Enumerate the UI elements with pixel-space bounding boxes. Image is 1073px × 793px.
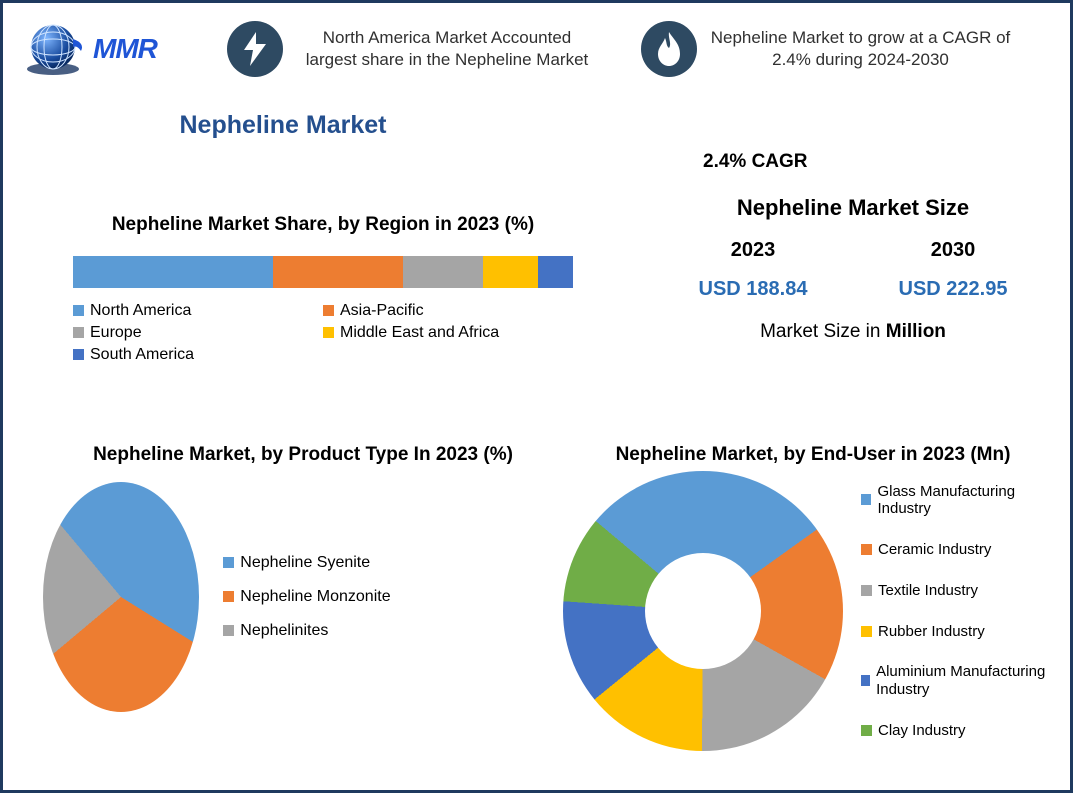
region-segment: [483, 256, 538, 288]
size-col-2030: 2030 USD 222.95: [857, 239, 1049, 301]
size-col-2023: 2023 USD 188.84: [657, 239, 849, 301]
size-value-0: USD 188.84: [657, 278, 849, 301]
region-segment: [403, 256, 483, 288]
legend-item: Rubber Industry: [861, 611, 1063, 652]
cagr-label: 2.4% CAGR: [703, 151, 808, 173]
logo-text: MMR: [93, 33, 157, 65]
region-chart: Nepheline Market Share, by Region in 202…: [63, 213, 583, 366]
legend-item: Textile Industry: [861, 570, 1063, 611]
flame-icon: [641, 21, 697, 77]
size-unit-prefix: Market Size in: [760, 321, 886, 342]
enduser-donut-legend: Glass Manufacturing IndustryCeramic Indu…: [861, 471, 1063, 751]
legend-item: Aluminium Manufacturing Industry: [861, 652, 1063, 710]
fact-1-text: North America Market Accounted largest s…: [297, 27, 597, 71]
region-legend: North AmericaAsia-PacificEuropeMiddle Ea…: [73, 300, 573, 366]
product-pie: [43, 482, 199, 712]
header-fact-region: North America Market Accounted largest s…: [213, 21, 627, 77]
region-stacked-bar: [73, 256, 573, 288]
size-year-1: 2030: [857, 239, 1049, 262]
logo: MMR: [23, 21, 213, 77]
legend-item: Ceramic Industry: [861, 529, 1063, 570]
region-chart-title: Nepheline Market Share, by Region in 202…: [63, 213, 583, 238]
legend-item: Clay Industry: [861, 710, 1063, 751]
size-unit-bold: Million: [886, 321, 946, 342]
region-segment: [538, 256, 573, 288]
legend-item: Nepheline Monzonite: [223, 580, 563, 614]
legend-item: Glass Manufacturing Industry: [861, 471, 1063, 529]
product-pie-block: Nepheline Market, by Product Type In 202…: [43, 443, 563, 712]
market-size-block: Nepheline Market Size 2023 USD 188.84 20…: [653, 195, 1053, 343]
size-unit: Market Size in Million: [653, 321, 1053, 343]
legend-item: Europe: [73, 322, 323, 344]
enduser-donut-title: Nepheline Market, by End-User in 2023 (M…: [563, 443, 1063, 467]
legend-item: Nepheline Syenite: [223, 546, 563, 580]
size-value-1: USD 222.95: [857, 278, 1049, 301]
region-segment: [273, 256, 403, 288]
product-pie-title: Nepheline Market, by Product Type In 202…: [43, 443, 563, 468]
region-segment: [73, 256, 273, 288]
enduser-donut-block: Nepheline Market, by End-User in 2023 (M…: [563, 443, 1063, 751]
legend-item: South America: [73, 344, 323, 366]
product-pie-legend: Nepheline SyeniteNepheline MonzoniteNeph…: [223, 546, 563, 648]
header: MMR North America Market Accounted large…: [3, 3, 1070, 87]
main-title: Nepheline Market: [3, 111, 563, 140]
market-size-title: Nepheline Market Size: [653, 195, 1053, 221]
enduser-donut: [563, 471, 843, 751]
legend-item: Middle East and Africa: [323, 322, 573, 344]
header-fact-cagr: Nepheline Market to grow at a CAGR of 2.…: [627, 21, 1041, 77]
legend-item: North America: [73, 300, 323, 322]
legend-item: Asia-Pacific: [323, 300, 573, 322]
size-year-0: 2023: [657, 239, 849, 262]
fact-2-text: Nepheline Market to grow at a CAGR of 2.…: [711, 27, 1011, 71]
bolt-icon: [227, 21, 283, 77]
legend-item: Nephelinites: [223, 614, 563, 648]
globe-icon: [23, 21, 87, 77]
